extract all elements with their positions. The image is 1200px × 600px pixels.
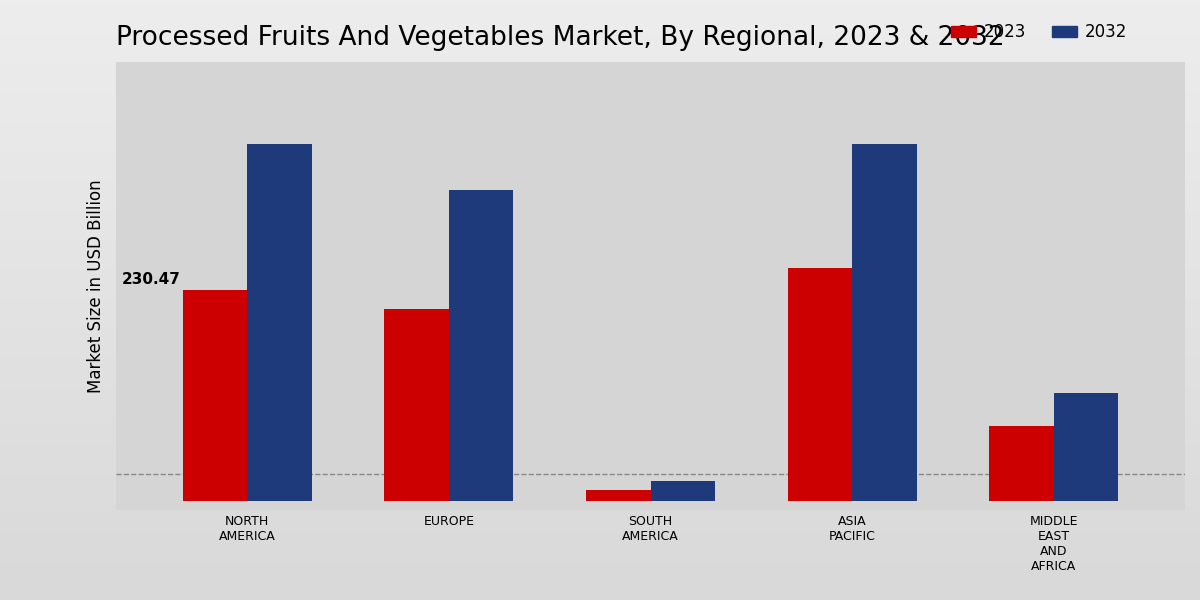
Bar	[650, 481, 715, 501]
Text: Processed Fruits And Vegetables Market, By Regional, 2023 & 2032: Processed Fruits And Vegetables Market, …	[116, 25, 1004, 52]
Bar	[384, 309, 449, 501]
Bar	[247, 145, 312, 501]
Bar	[989, 426, 1054, 501]
Bar	[182, 290, 247, 501]
Bar	[586, 490, 650, 501]
Bar	[1054, 393, 1118, 501]
Text: 230.47: 230.47	[121, 272, 181, 287]
Bar	[787, 268, 852, 501]
Bar	[449, 190, 514, 501]
Legend: 2023, 2032: 2023, 2032	[944, 17, 1134, 48]
Bar	[852, 145, 917, 501]
Y-axis label: Market Size in USD Billion: Market Size in USD Billion	[88, 179, 106, 393]
